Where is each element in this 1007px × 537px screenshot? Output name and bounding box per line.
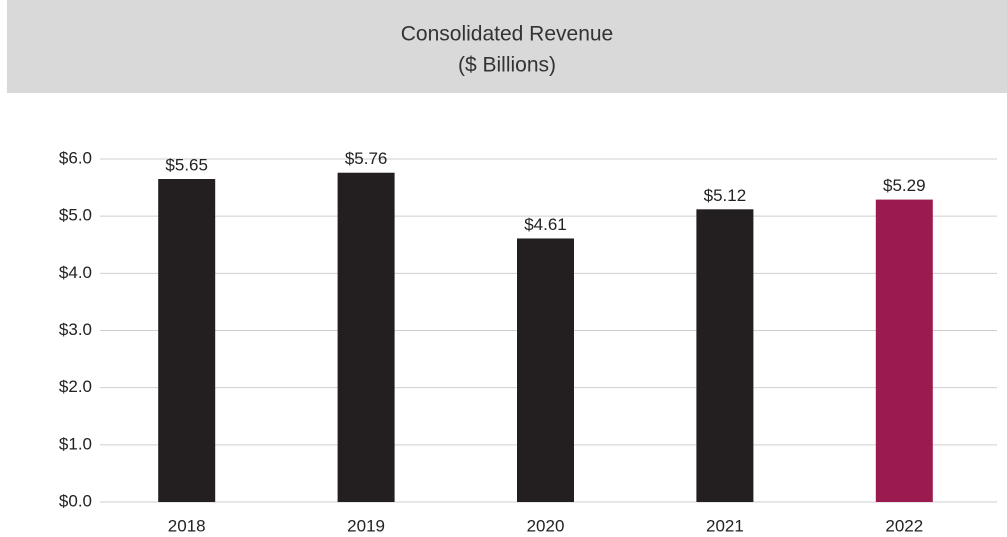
x-tick-label: 2019 bbox=[347, 516, 385, 535]
y-tick-label: $1.0 bbox=[59, 434, 92, 453]
data-label: $4.61 bbox=[524, 215, 567, 234]
y-tick-label: $0.0 bbox=[59, 491, 92, 510]
x-tick-label: 2020 bbox=[527, 516, 565, 535]
data-label: $5.29 bbox=[883, 176, 926, 195]
y-tick-label: $2.0 bbox=[59, 377, 92, 396]
bar bbox=[696, 209, 754, 502]
chart-title: Consolidated Revenue bbox=[401, 23, 613, 46]
y-tick-label: $4.0 bbox=[59, 263, 92, 282]
y-tick-label: $3.0 bbox=[59, 320, 92, 339]
data-label: $5.76 bbox=[345, 149, 388, 168]
x-tick-label: 2022 bbox=[885, 516, 923, 535]
bar bbox=[875, 199, 933, 503]
chart-subtitle: ($ Billions) bbox=[458, 54, 556, 77]
title-band bbox=[7, 0, 1007, 93]
x-tick-label: 2021 bbox=[706, 516, 744, 535]
bar bbox=[517, 238, 574, 502]
data-label: $5.65 bbox=[165, 155, 208, 174]
y-tick-label: $6.0 bbox=[59, 148, 92, 167]
bar bbox=[337, 172, 395, 502]
y-tick-label: $5.0 bbox=[59, 206, 92, 225]
x-tick-label: 2018 bbox=[168, 516, 206, 535]
bar bbox=[158, 179, 216, 502]
data-label: $5.12 bbox=[704, 186, 747, 205]
